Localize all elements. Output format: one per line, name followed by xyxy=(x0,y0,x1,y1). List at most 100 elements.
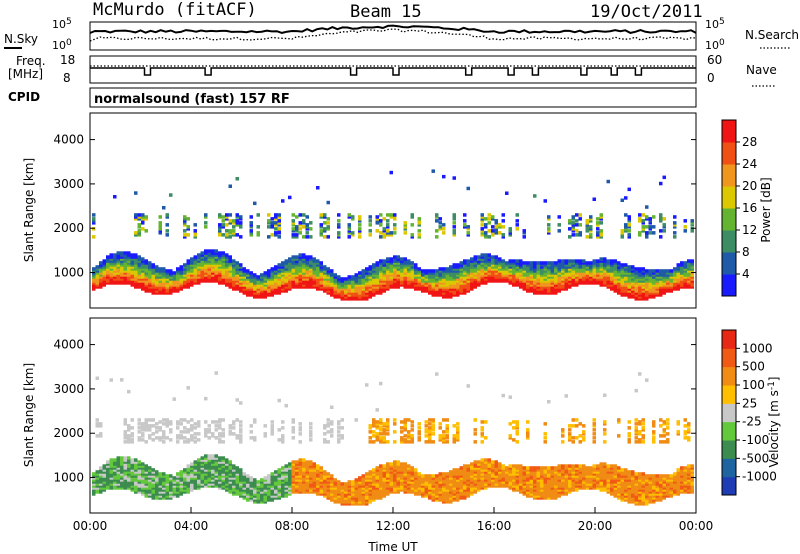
nsky-trace xyxy=(89,24,697,34)
heatmap-cell xyxy=(337,492,341,496)
heatmap-cell xyxy=(393,285,397,289)
heatmap-cell xyxy=(113,275,117,279)
heatmap-cell xyxy=(571,259,575,263)
heatmap-cell xyxy=(130,486,134,490)
heatmap-cell xyxy=(228,255,232,259)
heatmap-cell xyxy=(249,436,253,440)
heatmap-cell xyxy=(354,494,358,498)
heatmap-cell xyxy=(589,215,593,219)
heatmap-cell xyxy=(99,281,103,285)
heatmap-cell xyxy=(207,255,211,259)
heatmap-cell xyxy=(452,424,456,428)
heatmap-cell xyxy=(291,255,295,259)
heatmap-cell xyxy=(417,273,421,277)
heatmap-cell xyxy=(627,219,631,223)
heatmap-cell xyxy=(326,283,330,287)
heatmap-cell xyxy=(389,484,393,488)
heatmap-cell xyxy=(564,271,568,275)
heatmap-cell xyxy=(452,285,456,289)
heatmap-cell xyxy=(99,476,103,480)
heatmap-cell xyxy=(624,273,628,277)
heatmap-cell xyxy=(312,271,316,275)
heatmap-cell xyxy=(655,281,659,285)
heatmap-cell xyxy=(550,289,554,293)
heatmap-cell xyxy=(442,434,446,438)
heatmap-cell xyxy=(284,271,288,275)
heatmap-cell xyxy=(106,265,110,269)
heatmap-cell xyxy=(589,265,593,269)
heatmap-cell xyxy=(529,265,533,269)
heatmap-cell xyxy=(193,269,197,273)
heatmap-cell xyxy=(277,273,281,277)
heatmap-cell xyxy=(137,438,141,442)
heatmap-cell xyxy=(256,295,260,299)
heatmap-cell xyxy=(557,271,561,275)
heatmap-cell xyxy=(200,259,204,263)
heatmap-cell xyxy=(463,225,467,229)
heatmap-cell xyxy=(445,269,449,273)
heatmap-cell xyxy=(235,490,239,494)
heatmap-cell xyxy=(624,281,628,285)
heatmap-cell xyxy=(295,470,299,474)
heatmap-cell xyxy=(204,428,208,432)
heatmap-cell xyxy=(151,271,155,275)
heatmap-cell xyxy=(547,263,551,267)
heatmap-cell xyxy=(260,478,264,482)
heatmap-cell xyxy=(337,289,341,293)
heatmap-cell xyxy=(291,482,295,486)
heatmap-cell xyxy=(337,498,341,502)
heatmap-cell xyxy=(207,430,211,434)
heatmap-cell xyxy=(239,420,243,424)
heatmap-cell xyxy=(190,271,194,275)
heatmap-cell xyxy=(270,484,274,488)
heatmap-cell xyxy=(218,215,222,219)
heatmap-cell xyxy=(169,283,173,287)
heatmap-cell xyxy=(473,432,477,436)
heatmap-cell xyxy=(270,289,274,293)
heatmap-cell xyxy=(284,403,288,408)
heatmap-cell xyxy=(295,472,299,476)
heatmap-cell xyxy=(389,269,393,273)
heatmap-cell xyxy=(305,474,309,478)
heatmap-cell xyxy=(288,488,292,492)
heatmap-cell xyxy=(648,219,652,223)
heatmap-cell xyxy=(386,225,390,229)
heatmap-cell xyxy=(151,281,155,285)
heatmap-cell xyxy=(207,277,211,281)
heatmap-cell xyxy=(400,468,404,472)
heatmap-cell xyxy=(484,273,488,277)
heatmap-cell xyxy=(547,267,551,271)
heatmap-cell xyxy=(431,474,435,478)
heatmap-cell xyxy=(113,486,117,490)
heatmap-cell xyxy=(400,263,404,267)
heatmap-cell xyxy=(295,283,299,287)
heatmap-cell xyxy=(589,269,593,273)
heatmap-cell xyxy=(379,482,383,486)
heatmap-cell xyxy=(494,225,498,229)
heatmap-cell xyxy=(162,206,166,210)
heatmap-cell xyxy=(550,275,554,279)
heatmap-cell xyxy=(400,257,404,261)
heatmap-cell xyxy=(155,422,159,426)
heatmap-cell xyxy=(340,490,344,494)
heatmap-cell xyxy=(393,476,397,480)
heatmap-cell xyxy=(246,474,250,478)
heatmap-cell xyxy=(379,259,383,263)
heatmap-cell xyxy=(270,492,274,496)
heatmap-cell xyxy=(281,472,285,476)
heatmap-cell xyxy=(627,223,631,227)
heatmap-cell xyxy=(256,496,260,500)
heatmap-cell xyxy=(148,265,152,269)
heatmap-cell xyxy=(554,263,558,267)
heatmap-cell xyxy=(113,484,117,488)
heatmap-cell xyxy=(382,285,386,289)
heatmap-cell xyxy=(95,269,99,273)
heatmap-cell xyxy=(130,271,134,275)
heatmap-cell xyxy=(662,271,666,275)
heatmap-cell xyxy=(351,287,355,291)
heatmap-cell xyxy=(225,480,229,484)
heatmap-cell xyxy=(134,271,138,275)
heatmap-cell xyxy=(200,251,204,255)
heatmap-cell xyxy=(508,267,512,271)
heatmap-cell xyxy=(428,281,432,285)
